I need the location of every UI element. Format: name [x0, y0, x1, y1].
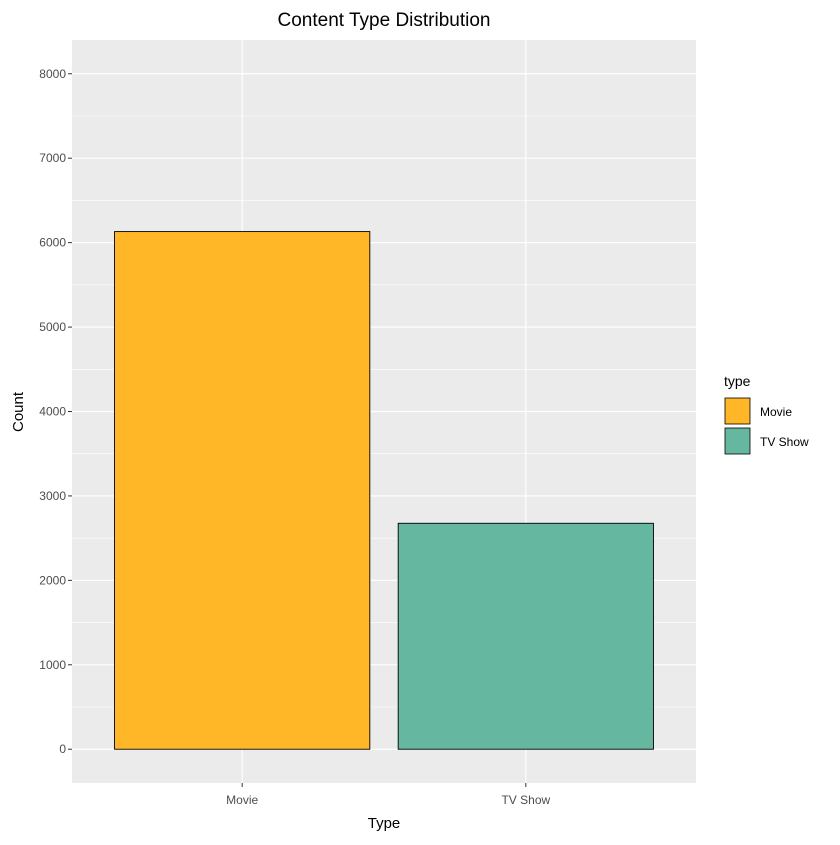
legend-key-tv-show: [724, 427, 751, 455]
y-tick-label: 6000: [39, 236, 66, 250]
y-tick-label: 4000: [39, 405, 66, 419]
legend-key-movie: [724, 397, 751, 425]
chart-title: Content Type Distribution: [278, 10, 491, 31]
x-axis: Movie TV Show: [226, 783, 550, 807]
legend-title: type: [724, 373, 751, 389]
y-axis-title: Count: [10, 391, 27, 432]
y-tick-label: 0: [59, 742, 66, 756]
y-tick-label: 8000: [39, 67, 66, 81]
x-tick-label: TV Show: [501, 793, 550, 807]
bar-movie: [114, 231, 371, 750]
y-tick-label: 5000: [39, 320, 66, 334]
y-tick-label: 7000: [39, 151, 66, 165]
y-axis: 0 1000 2000 3000 4000 5000 6000 7000 8000: [39, 67, 72, 756]
legend: type Movie TV Show: [724, 373, 809, 455]
x-axis-title: Type: [368, 815, 401, 832]
y-tick-label: 1000: [39, 658, 66, 672]
x-tick-label: Movie: [226, 793, 258, 807]
y-tick-label: 2000: [39, 573, 66, 587]
bars-group: [114, 231, 654, 750]
bar-tv-show: [397, 522, 654, 750]
y-tick-label: 3000: [39, 489, 66, 503]
legend-label-movie: Movie: [760, 405, 792, 419]
legend-label-tv-show: TV Show: [760, 435, 809, 449]
